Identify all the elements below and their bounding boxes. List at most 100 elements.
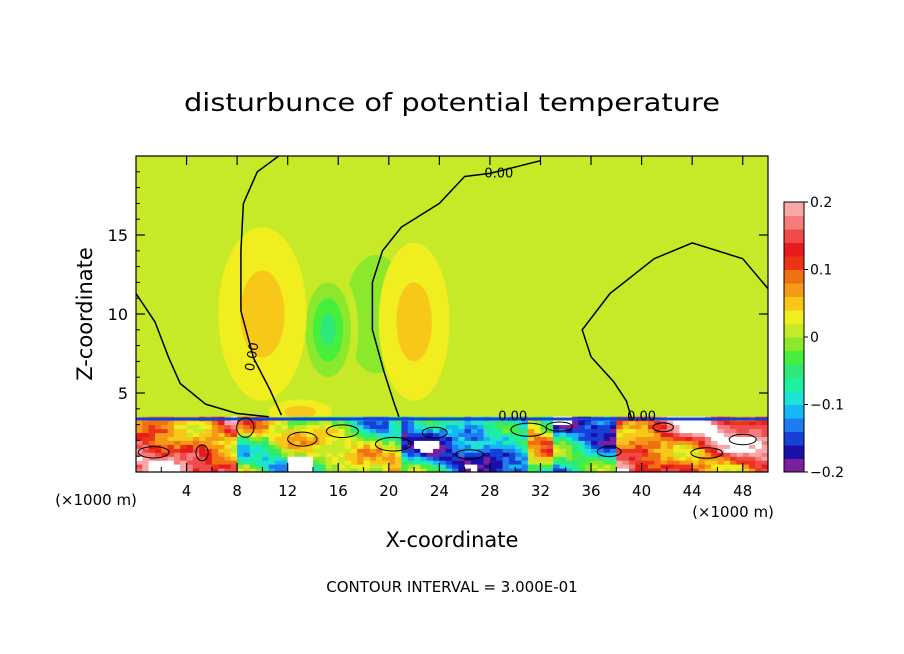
boundary-cell bbox=[692, 424, 700, 430]
boundary-cell bbox=[281, 424, 289, 430]
boundary-cell bbox=[363, 444, 371, 449]
boundary-cell bbox=[641, 420, 649, 426]
colorbar-tick-label: 0 bbox=[810, 330, 819, 346]
boundary-cell bbox=[464, 456, 472, 461]
boundary-cell bbox=[717, 468, 725, 472]
boundary-cell bbox=[603, 452, 611, 457]
boundary-cell bbox=[243, 424, 251, 430]
boundary-cell bbox=[401, 452, 409, 457]
boundary-cell bbox=[382, 436, 390, 441]
boundary-cell bbox=[647, 444, 655, 449]
boundary-cell bbox=[319, 436, 327, 441]
boundary-cell bbox=[711, 424, 718, 430]
x-tick-label: 8 bbox=[232, 482, 242, 500]
boundary-cell bbox=[527, 460, 535, 465]
boundary-cell bbox=[591, 464, 598, 469]
boundary-cell bbox=[294, 464, 301, 469]
boundary-cell bbox=[249, 444, 257, 449]
boundary-cell bbox=[597, 464, 605, 469]
boundary-cell bbox=[275, 448, 282, 453]
boundary-cell bbox=[559, 440, 567, 445]
boundary-cell bbox=[761, 456, 768, 461]
boundary-cell bbox=[331, 444, 339, 449]
boundary-cell bbox=[635, 452, 643, 457]
boundary-cell bbox=[331, 464, 339, 469]
boundary-cell bbox=[376, 428, 384, 434]
boundary-cell bbox=[610, 428, 617, 434]
boundary-cell bbox=[401, 444, 409, 449]
boundary-cell bbox=[287, 448, 295, 453]
boundary-cell bbox=[496, 436, 504, 441]
boundary-cell bbox=[660, 460, 668, 465]
boundary-cell bbox=[704, 444, 712, 449]
boundary-cell bbox=[761, 468, 768, 472]
boundary-cell bbox=[660, 464, 668, 469]
boundary-cell bbox=[306, 468, 314, 472]
boundary-cell bbox=[224, 468, 232, 472]
boundary-cell bbox=[376, 448, 384, 453]
boundary-cell bbox=[376, 464, 384, 469]
boundary-cell bbox=[382, 428, 390, 434]
contour-label: 0.00 bbox=[484, 166, 513, 181]
x-axis-label: X-coordinate bbox=[386, 528, 519, 552]
boundary-cell bbox=[578, 428, 586, 434]
boundary-cell bbox=[319, 432, 327, 437]
boundary-cell bbox=[565, 436, 573, 441]
boundary-cell bbox=[230, 460, 238, 465]
boundary-cell bbox=[673, 436, 681, 441]
boundary-cell bbox=[515, 440, 523, 445]
boundary-cell bbox=[363, 436, 371, 441]
boundary-cell bbox=[489, 460, 497, 465]
boundary-cell bbox=[559, 460, 567, 465]
boundary-cell bbox=[167, 444, 175, 449]
boundary-cell bbox=[382, 440, 390, 445]
colorbar-swatch bbox=[784, 202, 804, 216]
boundary-cell bbox=[749, 460, 756, 465]
boundary-cell bbox=[268, 440, 276, 445]
boundary-cell bbox=[736, 440, 744, 445]
boundary-cell bbox=[502, 456, 510, 461]
boundary-cell bbox=[344, 424, 352, 430]
boundary-cell bbox=[338, 440, 346, 445]
boundary-cell bbox=[230, 452, 238, 457]
boundary-cell bbox=[281, 464, 289, 469]
boundary-cell bbox=[192, 456, 200, 461]
boundary-cell bbox=[458, 440, 466, 445]
boundary-cell bbox=[629, 456, 636, 461]
boundary-cell bbox=[730, 468, 737, 472]
x-tick-label: 44 bbox=[683, 482, 702, 500]
boundary-cell bbox=[730, 440, 737, 445]
temperature-field-blobs bbox=[218, 195, 450, 433]
boundary-cell bbox=[508, 448, 516, 453]
boundary-cell bbox=[622, 420, 630, 426]
boundary-cell bbox=[344, 436, 352, 441]
boundary-cell bbox=[546, 440, 554, 445]
boundary-cell bbox=[173, 460, 181, 465]
boundary-cell bbox=[161, 452, 169, 457]
boundary-cell bbox=[319, 460, 327, 465]
boundary-cell bbox=[723, 468, 731, 472]
boundary-cell bbox=[313, 436, 320, 441]
boundary-cell bbox=[610, 464, 617, 469]
colorbar bbox=[784, 202, 804, 473]
boundary-cell bbox=[218, 420, 226, 426]
boundary-cell bbox=[679, 456, 687, 461]
boundary-cell bbox=[489, 420, 497, 426]
boundary-cell bbox=[180, 432, 188, 437]
boundary-cell bbox=[155, 428, 162, 434]
boundary-cell bbox=[471, 444, 478, 449]
boundary-cell bbox=[376, 456, 384, 461]
colorbar-swatch bbox=[784, 377, 804, 392]
boundary-cell bbox=[325, 456, 333, 461]
boundary-cell bbox=[755, 452, 763, 457]
boundary-cell bbox=[313, 424, 320, 430]
y-tick-label: 10 bbox=[108, 305, 128, 324]
y-axis-ticks: 5 10 15 bbox=[108, 171, 768, 457]
boundary-cell bbox=[256, 448, 263, 453]
boundary-cell bbox=[502, 448, 510, 453]
boundary-cell bbox=[275, 460, 282, 465]
boundary-cell bbox=[218, 428, 226, 434]
boundary-cell bbox=[489, 432, 497, 437]
boundary-cell bbox=[489, 440, 497, 445]
boundary-cell bbox=[730, 448, 737, 453]
